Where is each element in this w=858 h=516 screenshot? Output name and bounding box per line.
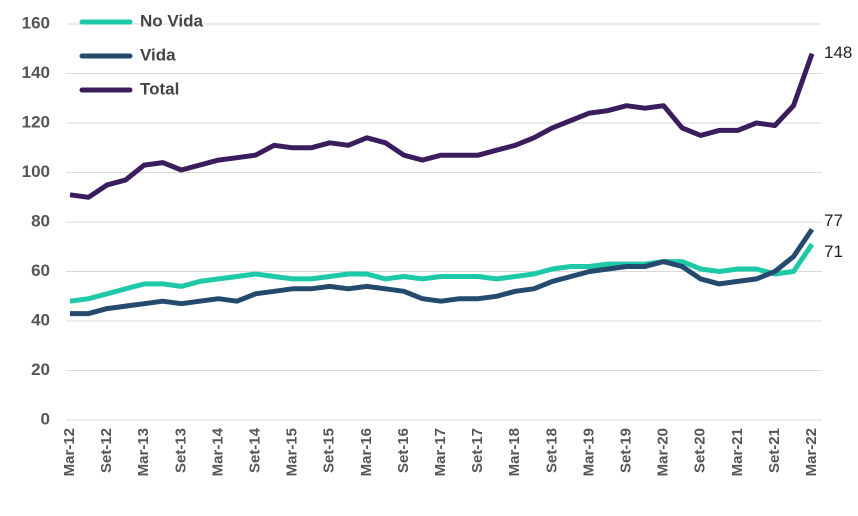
y-tick-label: 140 [22,63,50,82]
x-tick-label: Mar-12 [61,428,78,476]
end-label: 71 [824,242,843,261]
x-tick-label: Set-19 [617,428,634,473]
y-tick-label: 0 [41,409,50,428]
end-label: 148 [824,43,852,62]
x-tick-label: Mar-21 [729,428,746,476]
end-label: 77 [824,211,843,230]
x-tick-label: Set-14 [246,427,263,473]
y-tick-label: 60 [31,261,50,280]
x-tick-label: Mar-18 [506,428,523,476]
x-tick-label: Set-13 [172,428,189,473]
x-tick-label: Mar-17 [432,428,449,476]
x-tick-label: Set-20 [692,428,709,473]
x-tick-label: Mar-13 [135,428,152,476]
x-tick-label: Set-17 [469,428,486,473]
legend-label: No Vida [140,11,204,30]
y-tick-label: 40 [31,310,50,329]
x-tick-label: Mar-19 [580,428,597,476]
series-line [69,52,815,200]
y-tick-label: 120 [22,112,50,131]
series-line [69,242,815,304]
x-tick-label: Mar-20 [655,428,672,476]
y-tick-label: 100 [22,162,50,181]
x-tick-label: Set-12 [98,428,115,473]
x-tick-label: Set-21 [766,428,783,473]
x-tick-label: Mar-15 [284,428,301,476]
legend-label: Total [140,79,179,98]
x-tick-label: Mar-14 [209,427,226,476]
x-tick-label: Mar-22 [803,428,820,476]
series-line [70,227,815,317]
legend-label: Vida [140,45,176,64]
y-tick-label: 160 [22,13,50,32]
y-tick-label: 20 [31,360,50,379]
x-tick-label: Set-16 [395,428,412,473]
x-tick-label: Set-18 [543,428,560,473]
y-tick-label: 80 [31,211,50,230]
x-tick-label: Set-15 [321,428,338,473]
x-tick-label: Mar-16 [358,428,375,476]
